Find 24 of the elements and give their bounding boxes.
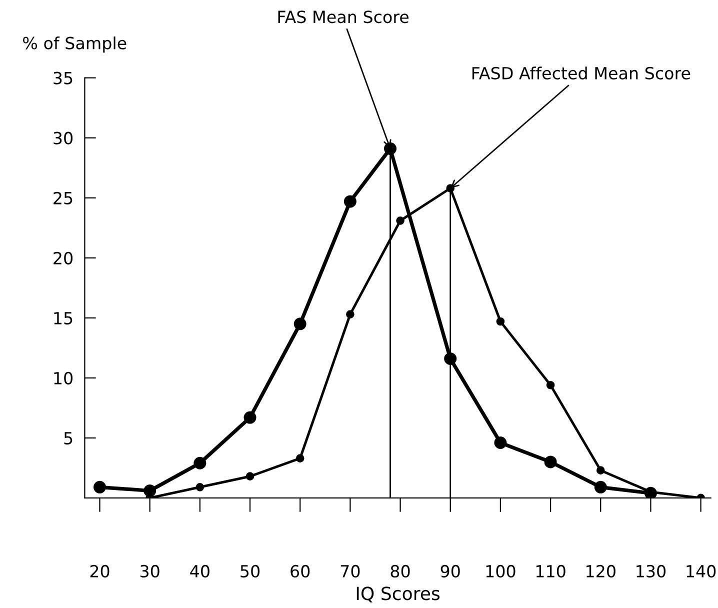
x-tick-label: 120 xyxy=(586,564,616,578)
x-tick-label: 90 xyxy=(440,564,460,578)
annotation: FASD Affected Mean Score xyxy=(472,66,690,80)
y-tick-label: 15 xyxy=(54,312,72,324)
x-tick-label: 110 xyxy=(536,564,566,578)
y-tick-label: 10 xyxy=(54,372,73,384)
x-tick-label: 130 xyxy=(636,564,666,578)
x-tick-label: 60 xyxy=(290,564,310,578)
y-tick-label: 30 xyxy=(54,132,73,144)
x-axis-title: IQ Scores xyxy=(356,586,440,602)
x-tick-label: 140 xyxy=(686,564,716,578)
y-tick-label: 35 xyxy=(54,72,72,84)
y-tick-label: 5 xyxy=(64,432,72,445)
x-tick-label: 70 xyxy=(340,564,360,578)
x-tick-label: 20 xyxy=(90,564,110,578)
x-tick-label: 50 xyxy=(240,564,260,578)
y-axis-title: % of Sample xyxy=(23,36,126,53)
annotation: FAS Mean Score xyxy=(278,10,409,24)
x-tick-label: 100 xyxy=(486,564,516,578)
x-tick-label: 30 xyxy=(140,564,160,578)
x-tick-label: 80 xyxy=(390,564,410,578)
y-tick-label: 20 xyxy=(54,252,73,264)
y-tick-label: 25 xyxy=(54,192,72,204)
x-tick-label: 40 xyxy=(190,564,210,578)
